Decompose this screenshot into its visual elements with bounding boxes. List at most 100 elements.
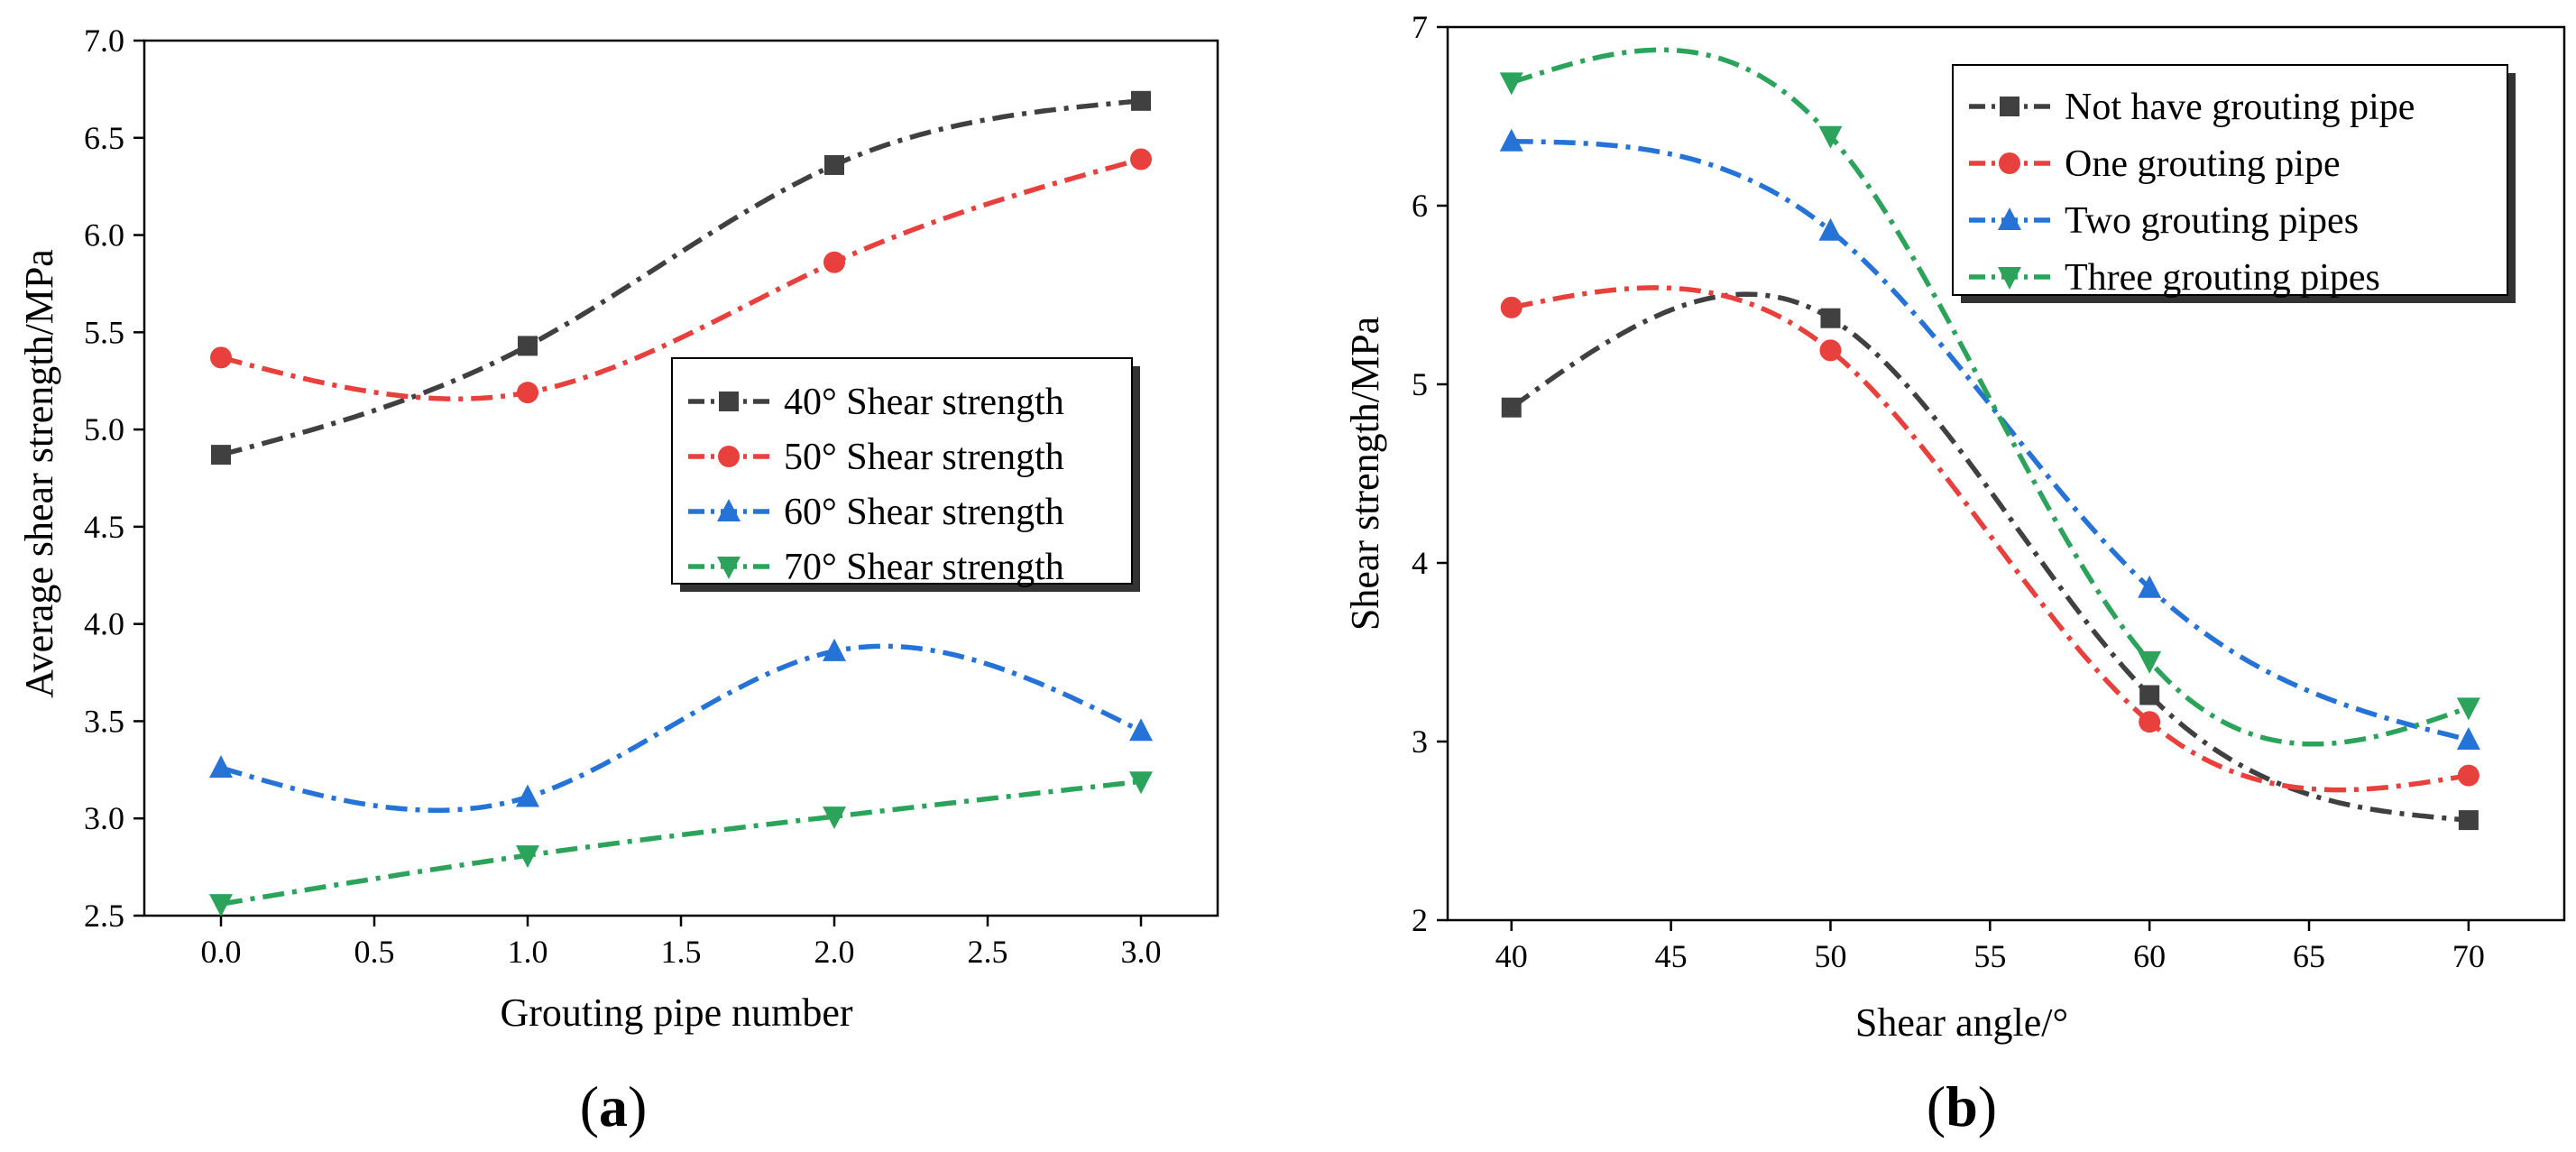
legend-marker-b: [1998, 207, 2021, 230]
y-tick-label-b: 2: [1412, 902, 1428, 938]
x-axis-label-a: Grouting pipe number: [500, 991, 852, 1035]
y-tick-label-a: 5.0: [84, 411, 124, 447]
data-point-b-3: [2456, 697, 2480, 721]
legend-label-a: 60° Shear strength: [784, 492, 1064, 533]
data-point-b-0: [2458, 810, 2479, 831]
series-line-b-2: [1511, 138, 2470, 742]
y-axis-label-b: Shear strength/MPa: [1343, 317, 1387, 631]
legend-label-a: 50° Shear strength: [784, 437, 1064, 478]
x-tick-label-a: 0.5: [354, 934, 395, 970]
series-line-a-3: [220, 779, 1142, 907]
y-tick-label-a: 6.5: [84, 120, 124, 156]
y-tick-label-a: 4.5: [84, 509, 124, 545]
y-tick-label-a: 3.0: [84, 800, 124, 836]
y-tick-label-b: 4: [1412, 545, 1428, 581]
data-point-a-3: [516, 845, 539, 869]
series-line-a-2: [220, 643, 1143, 813]
data-point-a-1: [1130, 148, 1152, 170]
y-axis-label-a: Average shear strength/MPa: [17, 249, 61, 698]
data-point-b-0: [1820, 308, 1841, 328]
y-tick-label-a: 4.0: [84, 606, 124, 642]
legend-label-b: Two grouting pipes: [2065, 200, 2359, 242]
chart-panel-a: 0.0 0.5 1.0 1.5 2.0 2.5 3.0 2.5 3.0 3.5 4.0 4.5 5.0 5…: [17, 23, 1219, 1138]
series-line-b-0: [1510, 291, 2470, 823]
x-tick-label-a: 1.5: [661, 934, 702, 970]
data-point-a-2: [516, 784, 539, 807]
legend-b: Not have grouting pipe One grouting pipe T…: [1952, 64, 2516, 303]
legend-marker-b: [1999, 152, 2020, 174]
x-tick-label-b: 45: [1655, 938, 1688, 974]
y-tick-label-a: 5.5: [84, 314, 124, 350]
y-tick-label-a: 7.0: [84, 23, 124, 59]
series-line-b-1: [1511, 285, 2470, 793]
data-point-a-1: [210, 346, 232, 369]
data-point-b-0: [2139, 685, 2160, 705]
x-axis-label-b: Shear angle/°: [1855, 1000, 2068, 1045]
legend-marker-b: [1998, 267, 2021, 290]
data-point-a-1: [823, 251, 845, 273]
y-tick-label-b: 5: [1412, 366, 1428, 402]
data-point-a-3: [1129, 771, 1153, 795]
y-tick-label-a: 6.0: [84, 217, 124, 253]
x-tick-label-a: 2.5: [968, 934, 1008, 970]
legend-marker-b: [2000, 97, 2019, 116]
series-line-a-0: [220, 98, 1142, 457]
data-point-b-1: [2457, 764, 2479, 787]
y-tick-label-b: 6: [1412, 188, 1428, 224]
data-point-b-2: [1818, 217, 1843, 241]
data-point-a-2: [209, 755, 233, 779]
data-point-a-0: [824, 154, 844, 175]
data-point-a-0: [518, 336, 538, 356]
legend-box-b: [1952, 64, 2508, 296]
legend-label-a: 40° Shear strength: [784, 382, 1064, 423]
data-point-b-2: [2456, 727, 2480, 751]
data-point-b-3: [1818, 125, 1843, 149]
legend-label-b: Not have grouting pipe: [2065, 87, 2415, 128]
panel-label-a: (a): [580, 1074, 648, 1138]
x-tick-label-b: 40: [1495, 938, 1528, 974]
data-point-b-0: [1501, 397, 1522, 418]
legend-a: 40° Shear strength 50° Shear strength 60° …: [671, 357, 1140, 592]
x-tick-label-b: 60: [2133, 938, 2166, 974]
x-tick-label-a: 1.0: [508, 934, 548, 970]
y-tick-label-b: 3: [1412, 723, 1428, 760]
x-tick-label-a: 2.0: [814, 934, 855, 970]
x-tick-label-b: 50: [1814, 938, 1846, 974]
data-point-a-0: [211, 445, 231, 465]
legend-label-b: One grouting pipe: [2065, 143, 2341, 185]
data-point-b-1: [1500, 296, 1523, 318]
y-tick-label-a: 2.5: [84, 898, 124, 934]
data-point-a-2: [823, 638, 846, 661]
data-point-a-1: [517, 382, 538, 404]
legend-label-b: Three grouting pipes: [2065, 257, 2380, 299]
legend-box-a: [671, 357, 1133, 585]
legend-marker-a: [717, 499, 741, 521]
panel-label-b: (b): [1927, 1074, 1997, 1138]
plot-frame-b: [1446, 25, 2566, 922]
data-point-a-2: [1129, 718, 1153, 742]
data-point-b-3: [1499, 72, 1523, 96]
data-point-b-1: [1819, 339, 1842, 362]
data-point-a-0: [1131, 90, 1151, 111]
x-tick-label-b: 55: [1973, 938, 2006, 974]
legend-marker-a: [719, 392, 739, 411]
series-line-a-1: [220, 156, 1142, 401]
data-point-b-2: [1499, 128, 1523, 152]
series-line-b-3: [1510, 47, 2470, 747]
legend-marker-a: [718, 446, 740, 467]
legend-label-a: 70° Shear strength: [784, 547, 1064, 588]
data-point-b-1: [2139, 711, 2161, 733]
y-tick-label-a: 3.5: [84, 703, 124, 739]
data-point-a-3: [209, 894, 233, 917]
y-tick-label-b: 7: [1412, 9, 1428, 45]
data-point-a-3: [823, 806, 846, 830]
x-tick-label-b: 65: [2293, 938, 2325, 974]
x-tick-label-a: 3.0: [1121, 934, 1162, 970]
plot-area-a: 0.0 0.5 1.0 1.5 2.0 2.5 3.0 2.5 3.0 3.5 4.0 4.5 5.0 5…: [84, 23, 1219, 970]
data-point-b-3: [2138, 650, 2162, 674]
x-tick-label-b: 70: [2452, 938, 2485, 974]
x-tick-label-a: 0.0: [201, 934, 242, 970]
